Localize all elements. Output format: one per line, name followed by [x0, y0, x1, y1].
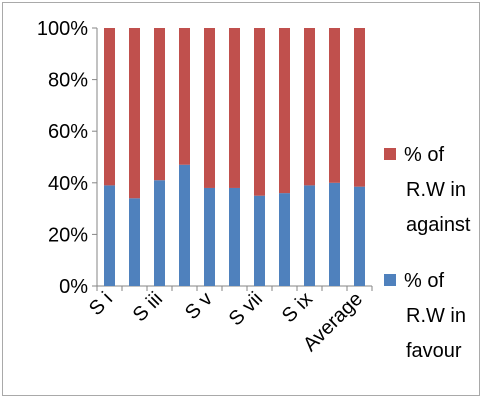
bar-segment-against — [254, 28, 265, 196]
bar-segment-against — [354, 28, 365, 187]
x-tick-label: S ix — [278, 288, 317, 327]
bar-segment-in-favour — [204, 187, 215, 286]
y-axis-ticks: 0% 20% 40% 60% 80% 100% — [37, 18, 97, 298]
legend-label-line: against — [406, 214, 471, 236]
bar-segment-in-favour — [104, 185, 115, 286]
bar-segment-in-favour — [154, 180, 165, 286]
bar-segment-in-favour — [129, 198, 140, 286]
x-tick-label: S i — [85, 288, 117, 320]
legend: % of R.W in against % of R.W in favour — [384, 144, 471, 362]
legend-label-line: % of — [404, 270, 444, 292]
bar-segment-in-favour — [329, 182, 340, 286]
bar-segment-against — [179, 28, 190, 165]
x-tick-label: S iii — [129, 288, 167, 326]
y-tick-label: 40% — [48, 173, 88, 195]
y-tick-label: 20% — [48, 224, 88, 246]
legend-label-line: R.W in — [406, 179, 466, 201]
bar-segment-against — [154, 28, 165, 181]
legend-label-line: % of — [404, 144, 444, 166]
legend-label-line: R.W in — [406, 305, 466, 327]
bar-segment-in-favour — [179, 164, 190, 286]
bars — [104, 28, 365, 286]
bar-segment-against — [304, 28, 315, 186]
legend-swatch-in-favour — [384, 274, 396, 286]
bar-segment-in-favour — [229, 187, 240, 286]
legend-label-line: favour — [406, 340, 462, 362]
bar-segment-against — [329, 28, 340, 183]
x-tick-label: S vii — [225, 288, 267, 330]
y-tick-label: 100% — [37, 18, 88, 40]
bar-segment-against — [229, 28, 240, 188]
y-tick-label: 60% — [48, 121, 88, 143]
bar-segment-in-favour — [304, 185, 315, 286]
chart-frame — [2, 2, 480, 396]
bar-segment-against — [104, 28, 115, 186]
bar-segment-against — [129, 28, 140, 199]
bar-segment-against — [279, 28, 290, 194]
x-tick-label: S v — [181, 288, 217, 324]
bar-segment-in-favour — [254, 195, 265, 286]
bar-segment-in-favour — [279, 193, 290, 286]
bar-segment-in-favour — [354, 186, 365, 286]
bar-segment-against — [204, 28, 215, 188]
y-tick-label: 80% — [48, 70, 88, 92]
y-tick-label: 0% — [59, 276, 88, 298]
legend-swatch-against — [384, 148, 396, 160]
